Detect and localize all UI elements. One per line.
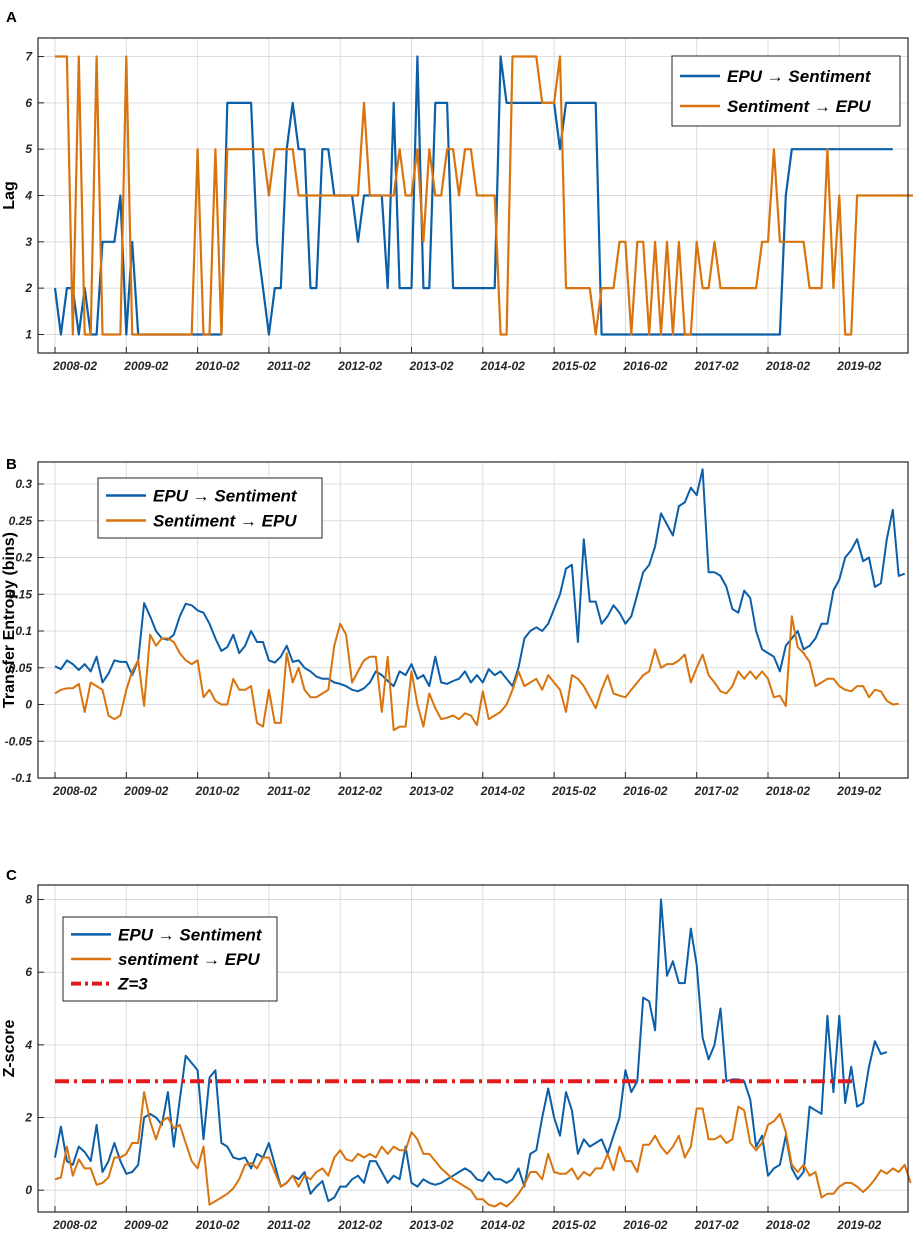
legend-label: Z=3 [117, 975, 148, 994]
y-axis-label: Z-score [1, 1020, 18, 1078]
x-tick-label: 2017-02 [694, 784, 739, 798]
y-axis-label: Transfer Entropy (bins) [1, 532, 18, 708]
panel-letter: C [6, 867, 17, 884]
y-tick-label: 6 [25, 96, 32, 110]
panel-letter: A [6, 9, 17, 26]
x-tick-label: 2016-02 [622, 784, 667, 798]
x-tick-label: 2014-02 [480, 359, 525, 373]
y-tick-label: 0.1 [15, 624, 32, 638]
axes-box [37, 461, 909, 779]
x-tick-label: 2010-02 [195, 359, 240, 373]
y-tick-label: 4 [24, 189, 32, 203]
series-line-epu-to-sentiment [54, 468, 906, 693]
y-axis-label: Lag [1, 181, 18, 209]
x-tick-label: 2008-02 [52, 359, 97, 373]
x-tick-label: 2014-02 [480, 784, 525, 798]
x-tick-label: 2010-02 [195, 1218, 240, 1232]
x-tick-label: 2019-02 [836, 359, 881, 373]
y-tick-label: 7 [25, 50, 33, 64]
y-tick-label: 0 [25, 1183, 32, 1197]
panel-a: A 2008-02 2009-02 2010-02 2011-02 2012-02 2013… [1, 9, 913, 373]
x-tick-label: 2017-02 [694, 1218, 739, 1232]
y-tick-label: 0.2 [15, 551, 32, 565]
x-tick-label: 2011-02 [266, 1218, 310, 1232]
series-line-sentiment-to-epu [54, 1091, 912, 1208]
y-tick-label: 0.25 [9, 514, 33, 528]
y-tick-label: 6 [25, 965, 32, 979]
legend-label: EPU → Sentiment [727, 67, 872, 86]
legend-box [671, 55, 901, 127]
legend-label: EPU → Sentiment [153, 487, 298, 506]
panel-b: B 2008-02 2009-02 2010-02 2011-02 2012-02 2013… [1, 456, 909, 798]
x-tick-label: 2018-02 [765, 359, 810, 373]
y-tick-label: 2 [24, 281, 32, 295]
y-tick-label: 0.05 [9, 661, 33, 675]
series-line-sentiment-to-epu [54, 615, 899, 732]
x-tick-label: 2012-02 [337, 1218, 382, 1232]
x-tick-label: 2014-02 [480, 1218, 525, 1232]
x-tick-label: 2009-02 [123, 1218, 168, 1232]
y-tick-label: 0.15 [9, 587, 33, 601]
x-tick-label: 2015-02 [551, 784, 596, 798]
y-tick-label: 3 [25, 235, 32, 249]
x-tick-label: 2018-02 [765, 1218, 810, 1232]
legend-label: sentiment → EPU [118, 950, 260, 969]
legend: EPU → Sentiment Sentiment → EPU [671, 55, 901, 127]
legend: EPU → Sentiment sentiment → EPU Z=3 [62, 916, 278, 1002]
x-tick-label: 2009-02 [123, 359, 168, 373]
y-tick-label: 2 [24, 1111, 32, 1125]
panel-c: C 2008-02 2009-02 2010-02 2011-02 2012-02 2013… [1, 867, 912, 1232]
y-tick-label: 4 [24, 1038, 32, 1052]
x-tick-label: 2016-02 [622, 1218, 667, 1232]
x-tick-label: 2018-02 [765, 784, 810, 798]
y-tick-label: 5 [25, 142, 32, 156]
x-tick-label: 2008-02 [52, 1218, 97, 1232]
x-tick-label: 2019-02 [836, 1218, 881, 1232]
x-tick-label: 2013-02 [408, 1218, 453, 1232]
x-tick-label: 2011-02 [266, 784, 310, 798]
legend-label: Sentiment → EPU [727, 97, 871, 116]
x-tick-label: 2013-02 [408, 784, 453, 798]
panel-letter: B [6, 456, 17, 473]
x-tick-label: 2010-02 [195, 784, 240, 798]
series-line-sentiment-to-epu [55, 55, 913, 336]
y-tick-label: 8 [25, 893, 32, 907]
legend-box [97, 477, 323, 539]
x-tick-label: 2011-02 [266, 359, 310, 373]
y-tick-label: 1 [25, 327, 32, 341]
series-line-epu-to-sentiment [53, 55, 893, 336]
x-tick-label: 2012-02 [337, 784, 382, 798]
y-tick-label: -0.05 [5, 734, 33, 748]
legend-label: Sentiment → EPU [153, 512, 297, 531]
x-tick-label: 2019-02 [836, 784, 881, 798]
x-tick-label: 2017-02 [694, 359, 739, 373]
legend: EPU → Sentiment Sentiment → EPU [97, 477, 323, 539]
x-tick-label: 2015-02 [551, 359, 596, 373]
x-tick-label: 2008-02 [52, 784, 97, 798]
series-line-epu-to-sentiment [54, 898, 888, 1203]
legend-label: EPU → Sentiment [118, 925, 263, 944]
x-tick-label: 2012-02 [337, 359, 382, 373]
x-tick-label: 2015-02 [551, 1218, 596, 1232]
axes-box [37, 884, 909, 1213]
x-tick-label: 2016-02 [622, 359, 667, 373]
x-tick-label: 2013-02 [408, 359, 453, 373]
y-tick-label: -0.1 [11, 771, 32, 785]
x-tick-label: 2009-02 [123, 784, 168, 798]
y-tick-label: 0.3 [15, 477, 32, 491]
y-tick-label: 0 [25, 698, 32, 712]
